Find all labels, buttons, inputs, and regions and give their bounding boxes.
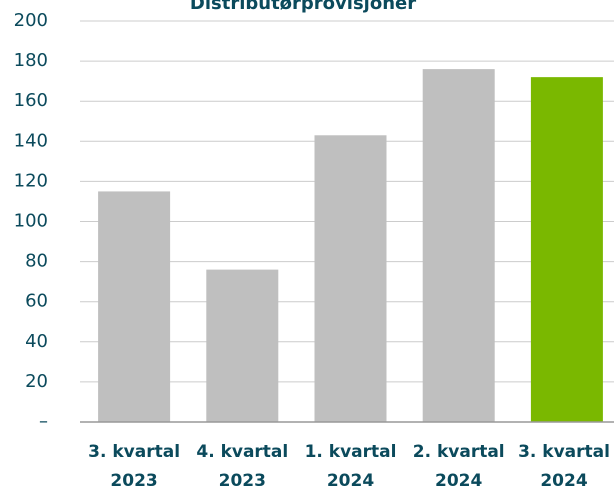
y-tick-label: 20: [25, 371, 48, 392]
bar: [422, 69, 495, 423]
y-tick-label: 120: [14, 170, 48, 191]
y-tick-label: 60: [25, 291, 48, 312]
bar: [530, 77, 603, 422]
bar: [98, 191, 171, 422]
bar: [314, 135, 387, 422]
chart-title: Distributørprovisjoner: [190, 0, 416, 14]
y-tick-label: 200: [14, 10, 48, 31]
y-tick-label: –: [39, 411, 48, 432]
y-tick-label: 40: [25, 331, 48, 352]
x-tick-label: 3. kvartal 2024: [518, 442, 610, 491]
y-tick-label: 80: [25, 251, 48, 272]
x-tick-label: 3. kvartal 2023: [88, 442, 181, 491]
y-tick-label: 140: [14, 130, 48, 151]
x-tick-label: 1. kvartal 2024: [304, 442, 397, 491]
x-tick-label: 4. kvartal 2023: [196, 442, 289, 491]
x-tick-label: 2. kvartal 2024: [412, 442, 505, 491]
y-tick-label: 160: [14, 90, 48, 111]
y-tick-label: 180: [14, 50, 48, 71]
y-tick-label: 100: [14, 211, 48, 232]
bar: [206, 269, 279, 422]
